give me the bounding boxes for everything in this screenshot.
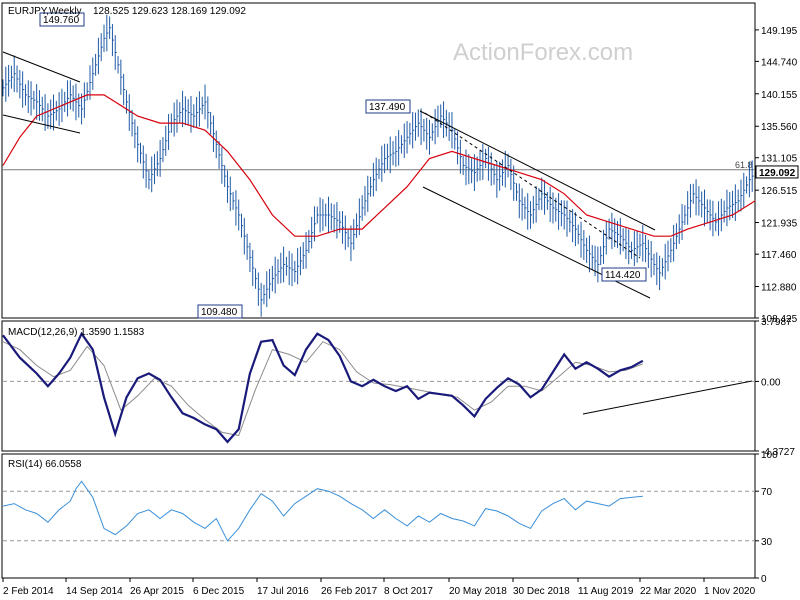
macd-panel: 3.7987 0.00 -4.3727 MACD(12,26,9) 1.3590 1.… xyxy=(1,317,795,458)
x-tick-label-11: 1 Nov 2020 xyxy=(704,586,756,597)
annotation-box xyxy=(39,12,85,27)
rsi-line xyxy=(2,480,643,542)
annotation-box xyxy=(197,304,243,319)
annotation-label: 137.490 xyxy=(369,102,406,113)
x-tick-label-2: 26 Apr 2015 xyxy=(130,586,184,597)
rsi-title: RSI(14) 66.0558 xyxy=(8,459,82,470)
x-tick-label-0: 2 Feb 2014 xyxy=(3,586,54,597)
last-price-label: 129.092 xyxy=(759,168,796,179)
x-tick-label-7: 20 May 2018 xyxy=(449,586,507,597)
annotation-box xyxy=(365,99,411,114)
rsi-panel-frame xyxy=(1,453,756,579)
channel-line-top-left xyxy=(2,51,81,83)
x-tick-label-4: 17 Jul 2016 xyxy=(257,586,309,597)
last-price-tag xyxy=(755,165,799,179)
x-tick-label-6: 8 Oct 2017 xyxy=(384,586,433,597)
x-tick-label-5: 26 Feb 2017 xyxy=(321,586,378,597)
macd-y-tick-label-1: 0.00 xyxy=(761,377,781,388)
price-ohlc-values: 128.525 129.623 128.169 129.092 xyxy=(93,6,246,17)
macd-line xyxy=(2,331,644,444)
x-tick-label-9: 11 Aug 2019 xyxy=(578,586,634,597)
price-panel-frame xyxy=(1,2,756,319)
fib-61.8-label: 61.8 xyxy=(735,160,753,170)
macd-panel-frame xyxy=(1,320,756,452)
price-y-tick-label-5: 126.515 xyxy=(761,186,798,197)
price-title: EURJPY,Weekly xyxy=(8,6,82,17)
price-y-tick-label-1: 144.740 xyxy=(761,57,798,68)
annotation-label: 114.420 xyxy=(605,270,641,281)
price-y-tick-label-9: 108.425 xyxy=(761,314,798,325)
rsi-y-tick-label-0: 100 xyxy=(761,450,778,461)
x-tick-label-10: 22 Mar 2020 xyxy=(640,586,697,597)
price-y-tick-label-3: 135.560 xyxy=(761,122,798,133)
rsi-y-tick-label-3: 0 xyxy=(761,574,767,585)
price-y-tick-label-2: 140.155 xyxy=(761,90,798,101)
price-y-tick-label-6: 121.935 xyxy=(761,219,798,230)
price-y-tick-label-8: 112.880 xyxy=(761,283,797,294)
channel-midline-dashed xyxy=(424,112,641,259)
price-y-tick-label-7: 117.460 xyxy=(761,250,797,261)
moving-average-line xyxy=(2,94,756,237)
channel-line-upper xyxy=(419,110,656,231)
price-y-tick-label-0: 149.195 xyxy=(761,26,798,37)
annotation-label: 149.760 xyxy=(43,15,80,26)
rsi-panel: 100 70 30 0 RSI(14) 66.0558 xyxy=(1,450,778,585)
macd-y-tick-label-2: -4.3727 xyxy=(761,447,795,458)
x-tick-label-1: 14 Sep 2014 xyxy=(66,586,123,597)
rsi-y-tick-label-2: 30 xyxy=(761,537,773,548)
watermark-text: ActionForex.com xyxy=(453,39,633,66)
rsi-y-tick-label-1: 70 xyxy=(761,487,773,498)
macd-signal-line xyxy=(2,341,643,437)
x-axis: 2 Feb 2014 14 Sep 2014 26 Apr 2015 6 Dec 20… xyxy=(2,578,756,597)
price-panel: ActionForex.com 149.195 144.740 140.155 135.… xyxy=(1,2,799,325)
price-y-tick-label-4: 131.105 xyxy=(761,154,798,165)
x-tick-label-8: 30 Dec 2018 xyxy=(513,586,570,597)
macd-title: MACD(12,26,9) 1.3590 1.1583 xyxy=(8,327,145,338)
annotation-box xyxy=(601,267,647,282)
annotation-label: 109.480 xyxy=(201,307,238,318)
macd-trend-line xyxy=(582,380,753,415)
x-tick-label-3: 6 Dec 2015 xyxy=(193,586,245,597)
macd-y-tick-label-0: 3.7987 xyxy=(761,317,792,328)
channel-line-bottom-left xyxy=(2,114,81,134)
